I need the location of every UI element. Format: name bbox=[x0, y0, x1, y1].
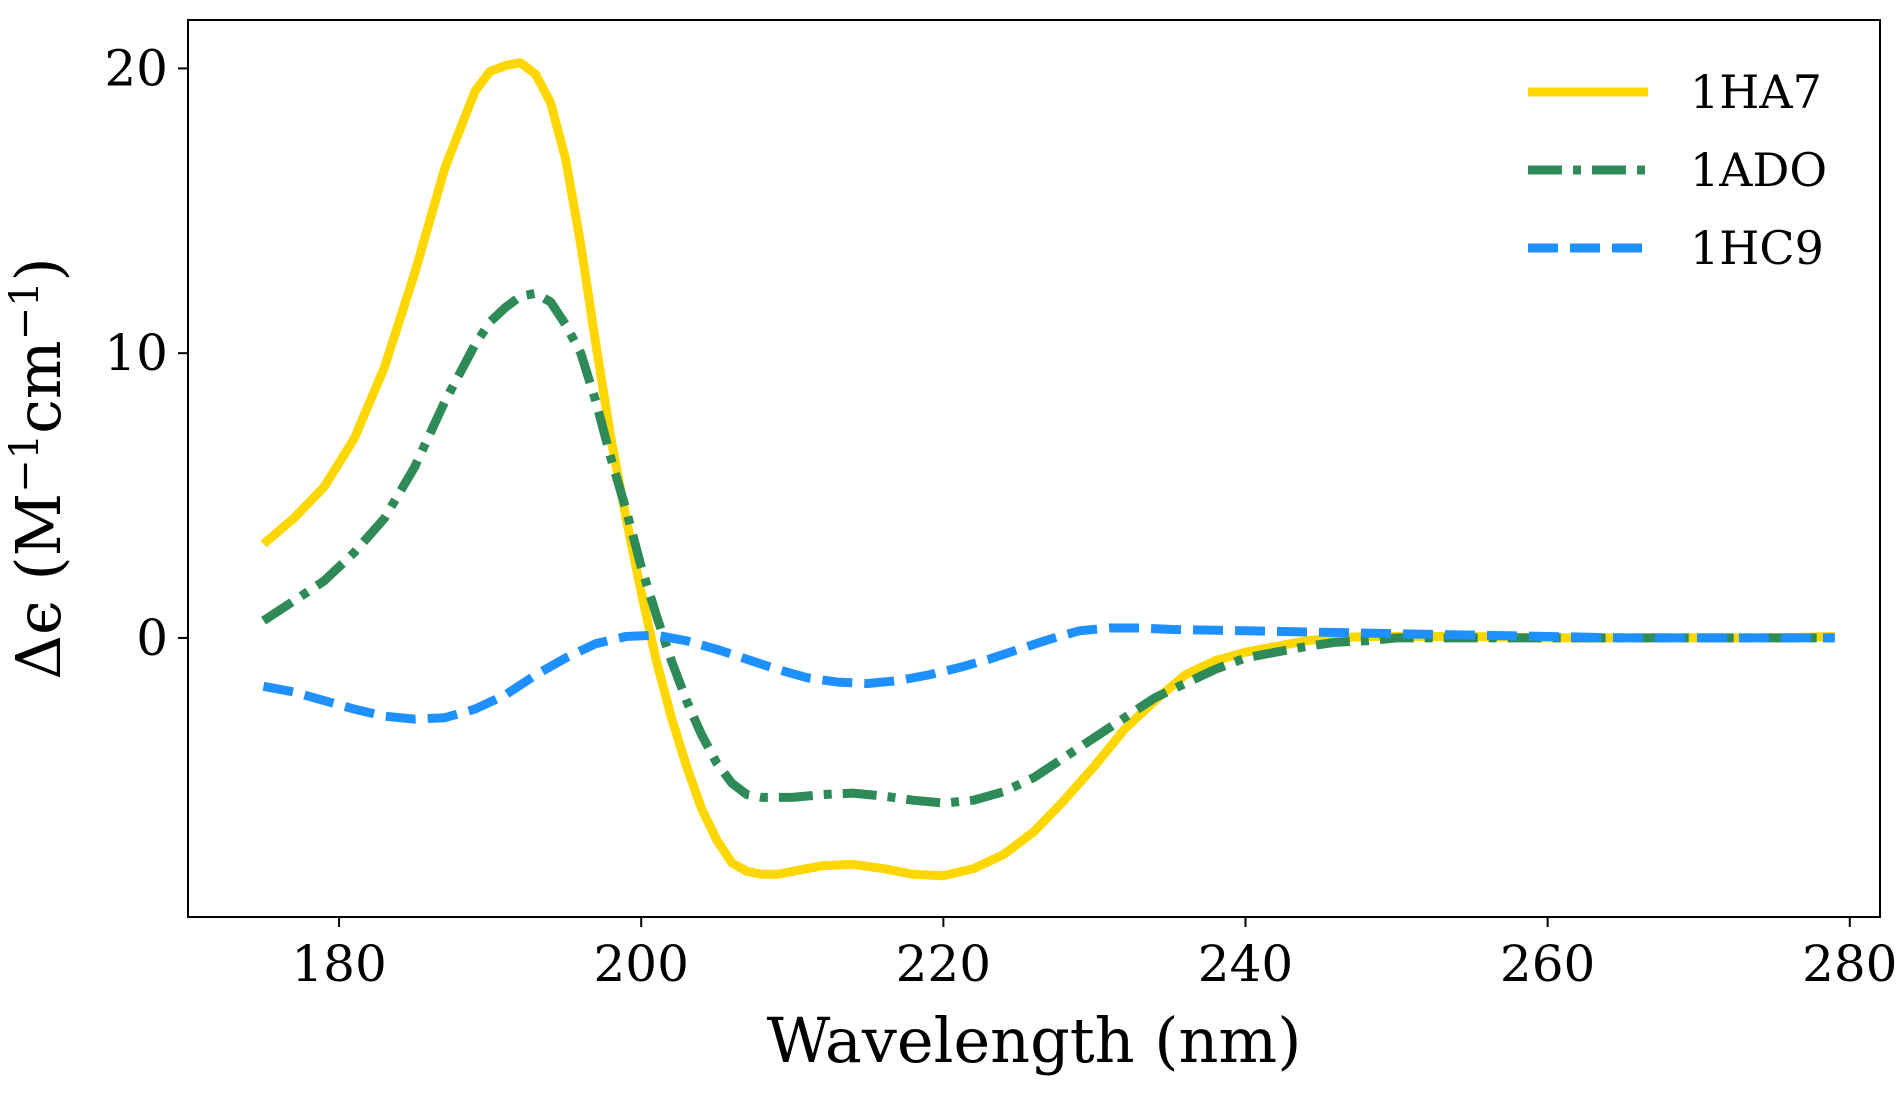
x-tick-label: 260 bbox=[1500, 935, 1595, 993]
legend: 1HA7 1ADO 1HC9 bbox=[1528, 65, 1827, 275]
y-axis-label: Δϵ (M−1cm−1) bbox=[2, 257, 75, 680]
y-tick-label: 10 bbox=[104, 324, 168, 382]
legend-label-1HA7: 1HA7 bbox=[1690, 65, 1822, 119]
series-line-1HA7 bbox=[260, 58, 1835, 881]
y-tick-label: 20 bbox=[104, 39, 168, 97]
x-axis-label: Wavelength (nm) bbox=[767, 1004, 1302, 1077]
legend-label-1HC9: 1HC9 bbox=[1690, 221, 1824, 275]
x-tick-label: 220 bbox=[896, 935, 991, 993]
x-tick-label: 180 bbox=[291, 935, 386, 993]
x-axis: 180 200 220 240 260 280 bbox=[291, 917, 1896, 993]
y-axis-label-main: Δϵ (M bbox=[2, 493, 75, 680]
y-tick-label: 0 bbox=[136, 609, 168, 667]
legend-label-1ADO: 1ADO bbox=[1690, 143, 1827, 197]
y-axis: 0 10 20 bbox=[104, 39, 188, 667]
series-layer bbox=[260, 58, 1835, 881]
y-axis-label-end: ) bbox=[2, 257, 75, 281]
y-axis-label-sup1: −1 bbox=[2, 434, 48, 493]
x-tick-label: 200 bbox=[593, 935, 688, 993]
x-tick-label: 240 bbox=[1198, 935, 1293, 993]
plot-frame bbox=[187, 19, 1881, 918]
y-axis-label-sup2: −1 bbox=[2, 281, 48, 340]
x-tick-label: 280 bbox=[1802, 935, 1896, 993]
y-axis-label-mid: cm bbox=[2, 340, 75, 434]
series-line-1ADO bbox=[261, 288, 1835, 808]
